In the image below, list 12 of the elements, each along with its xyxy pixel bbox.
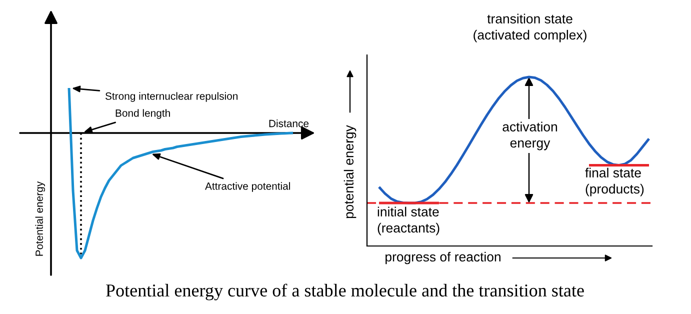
- text: transition state (activated complex): [474, 14, 586, 42]
- annotation: final state (products): [585, 168, 644, 196]
- annotation: activation energy: [502, 122, 558, 150]
- x-axis-title: Distance: [269, 120, 309, 128]
- y-axis-title: Potential energy: [35, 181, 45, 256]
- annotation: Strong internuclear repulsion: [105, 92, 238, 102]
- x-axis-title: progress of reaction: [386, 252, 500, 264]
- annotation: Bond length: [116, 109, 170, 119]
- text: initial state (reactants): [378, 206, 440, 236]
- text: Potential energy curve of a stable molecule and the transition state: [106, 284, 584, 300]
- y-axis-title: potential energy: [344, 125, 356, 218]
- annotation: Attractive potential: [205, 182, 290, 192]
